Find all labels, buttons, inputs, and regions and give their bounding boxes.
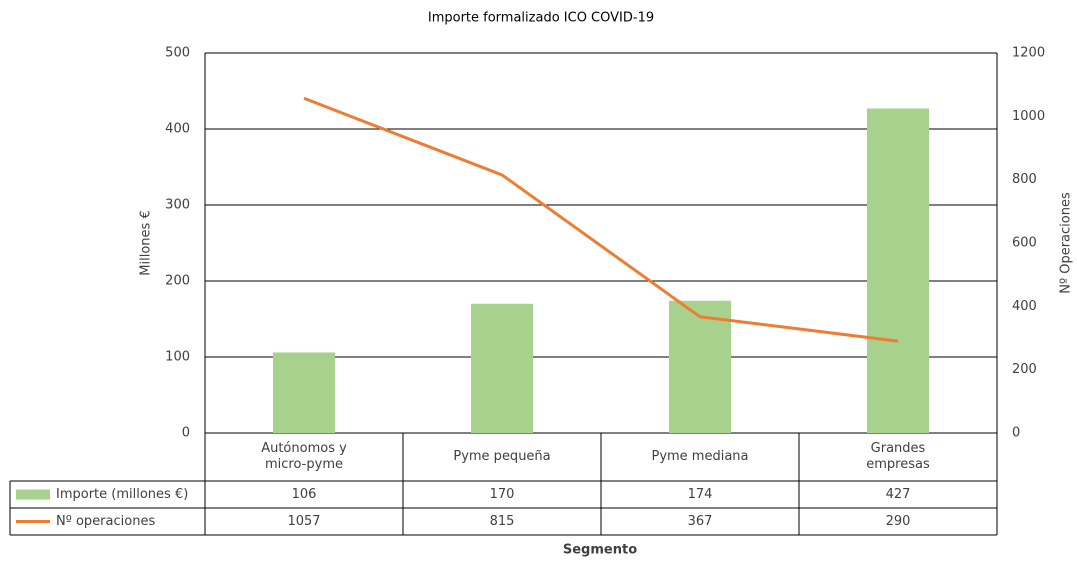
x-tick-label: Pyme mediana (651, 449, 749, 464)
chart-title: Importe formalizado ICO COVID-19 (428, 11, 654, 26)
table-value: 367 (688, 514, 713, 529)
bar (471, 303, 533, 433)
y-tick-label: 300 (165, 198, 190, 213)
y-tick-label: 400 (165, 122, 190, 137)
table-value: 106 (292, 487, 317, 502)
legend-label: Nº operaciones (56, 514, 155, 529)
x-tick-label: Pyme mediana (651, 449, 749, 464)
y2-tick-label: 1200 (1012, 46, 1045, 61)
bar (273, 352, 335, 433)
legend-label: Importe (millones €) (56, 487, 188, 502)
y-tick-label: 0 (182, 426, 190, 441)
table-value: 427 (886, 487, 911, 502)
y2-tick-label: 0 (1012, 426, 1020, 441)
y-tick-label: 100 (165, 350, 190, 365)
x-tick-label: Autónomos y micro-pyme (261, 441, 347, 472)
bar (669, 300, 731, 433)
y2-tick-label: 200 (1012, 362, 1037, 377)
x-tick-label: Grandes empresas (866, 441, 930, 472)
table-value: 290 (886, 514, 911, 529)
y2-tick-label: 1000 (1012, 109, 1045, 124)
y2-tick-label: 800 (1012, 172, 1037, 187)
y-tick-label: 500 (165, 46, 190, 61)
x-tick-label: Pyme pequeña (453, 449, 551, 464)
x-tick-label: Grandes empresas (866, 441, 930, 472)
line (303, 96, 899, 343)
legend-key (16, 489, 50, 500)
y2-axis-title: Nº Operaciones (1059, 192, 1074, 294)
table-value: 174 (688, 487, 713, 502)
x-axis-title: Segmento (563, 543, 637, 558)
table-value: 170 (490, 487, 515, 502)
bar (867, 108, 929, 433)
table-value: 1057 (287, 514, 320, 529)
y-tick-label: 200 (165, 274, 190, 289)
y2-tick-label: 600 (1012, 236, 1037, 251)
x-tick-label: Autónomos y micro-pyme (261, 441, 347, 472)
y-axis-title: Millones € (139, 210, 154, 275)
y2-tick-label: 400 (1012, 299, 1037, 314)
x-tick-label: Pyme pequeña (453, 449, 551, 464)
table-value: 815 (490, 514, 515, 529)
